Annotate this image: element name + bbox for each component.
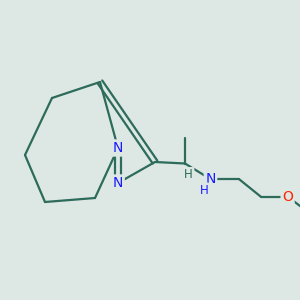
Text: H: H (200, 184, 208, 197)
Text: N: N (113, 176, 123, 190)
Text: N: N (205, 172, 216, 186)
Text: H: H (184, 168, 193, 182)
Text: O: O (282, 190, 293, 203)
Text: N: N (113, 141, 123, 155)
